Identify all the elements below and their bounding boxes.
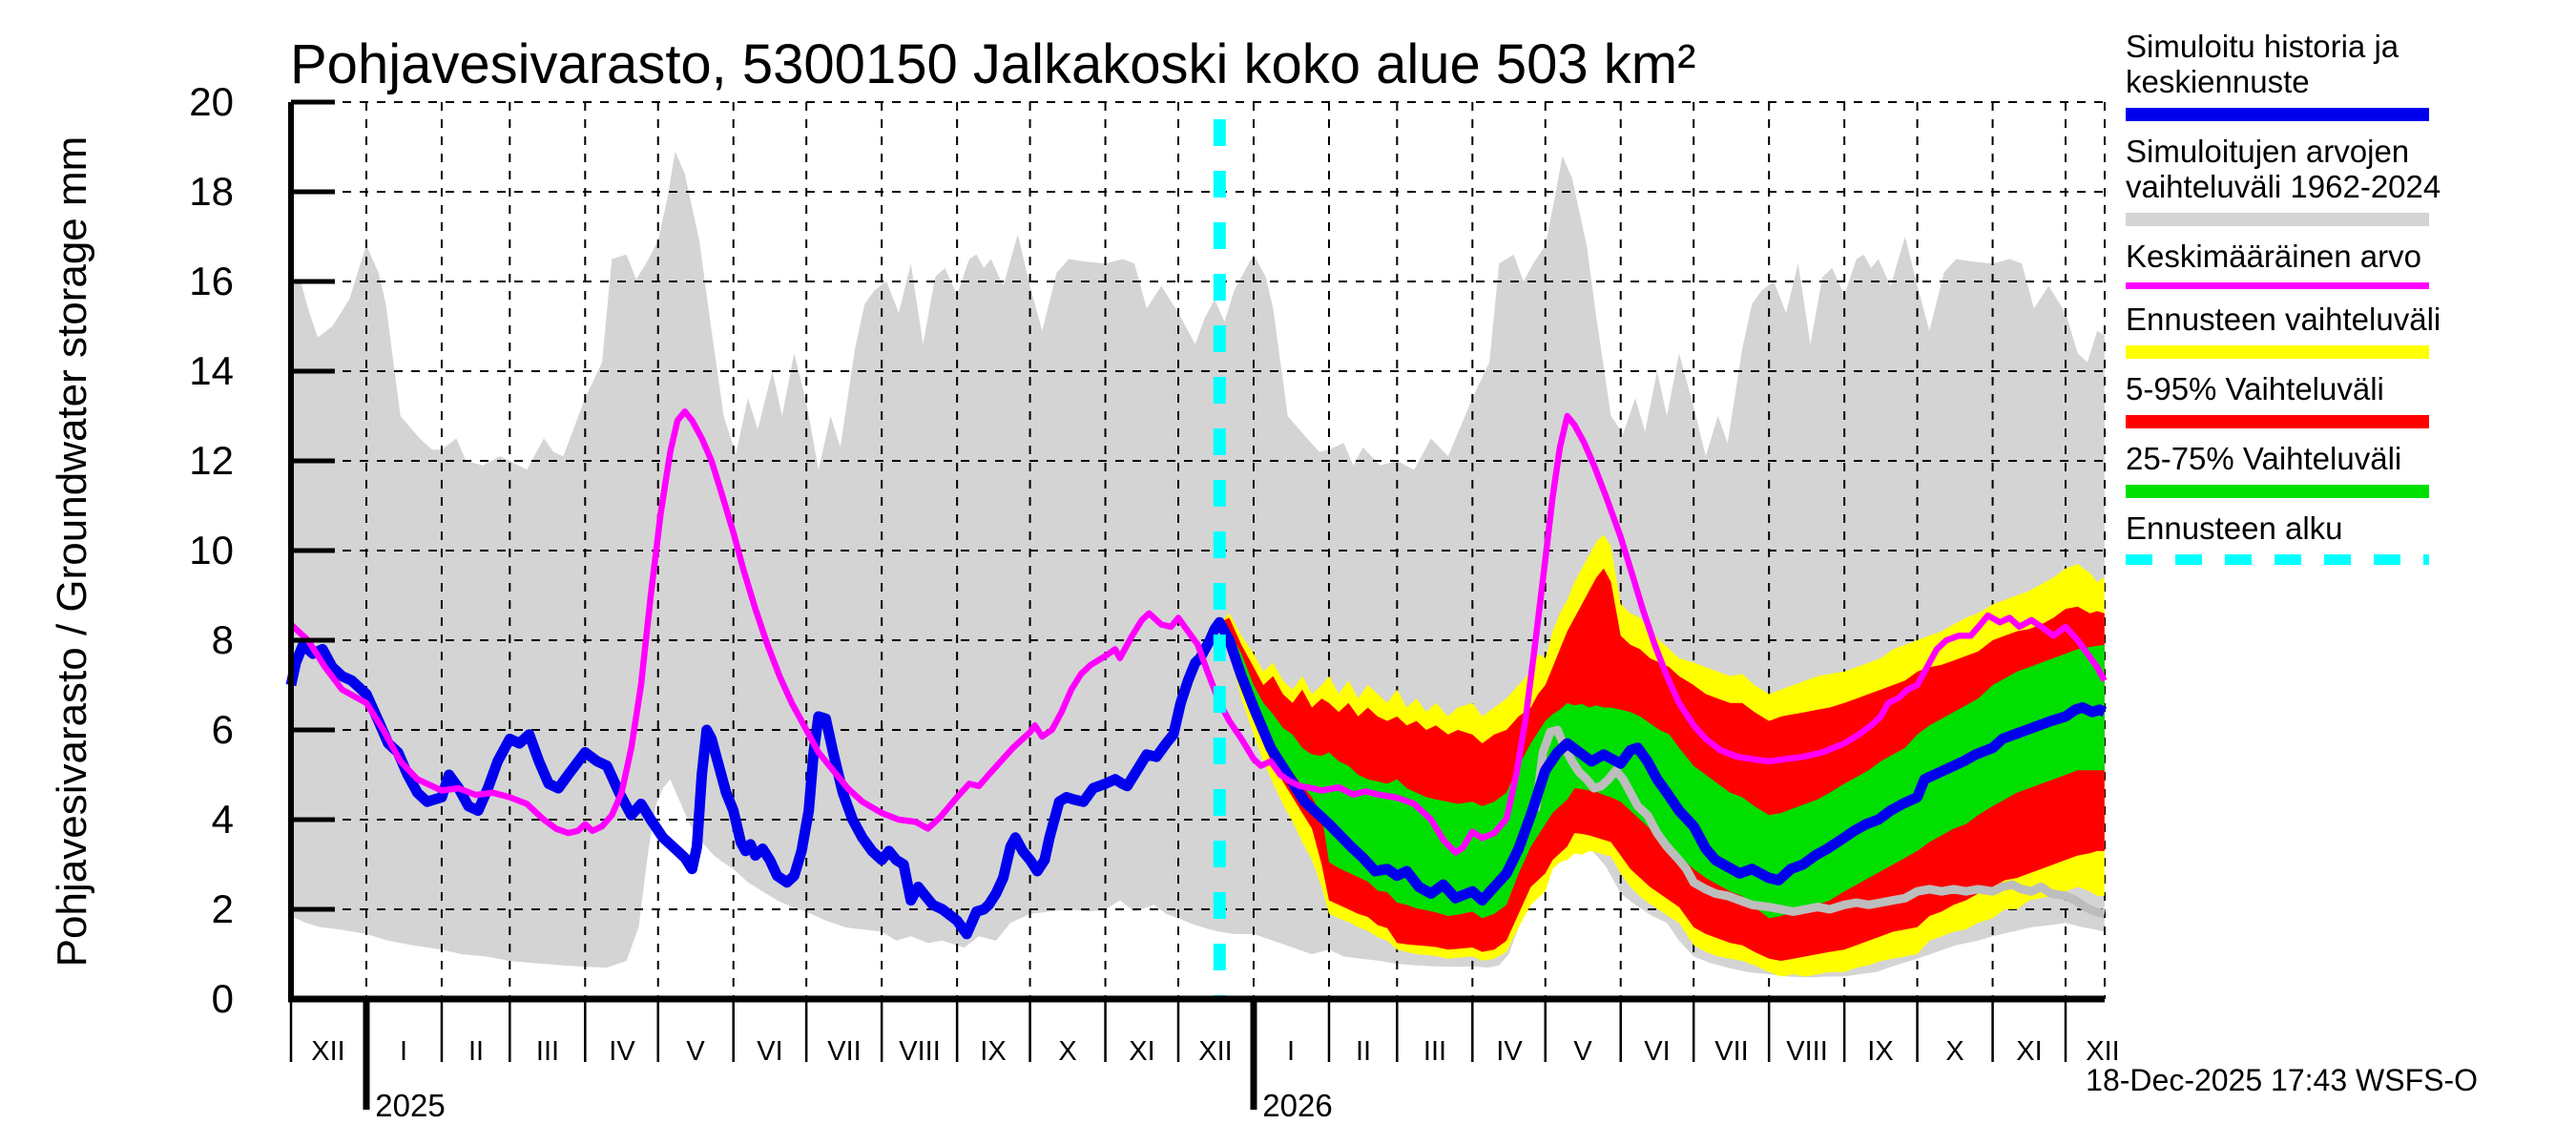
month-label: VI bbox=[757, 1036, 783, 1067]
legend-label: Simuloitujen arvojen bbox=[2126, 134, 2410, 169]
month-label: I bbox=[399, 1036, 408, 1067]
legend-label: vaihteluväli 1962-2024 bbox=[2126, 169, 2441, 204]
month-label: VIII bbox=[899, 1036, 941, 1067]
legend-item-envelope: Simuloitujen arvojen vaihteluväli 1962-2… bbox=[2126, 134, 2536, 226]
legend-item-forecast-start: Ennusteen alku bbox=[2126, 510, 2536, 565]
month-label: IV bbox=[609, 1036, 635, 1067]
month-label: V bbox=[1573, 1036, 1592, 1067]
month-label: IV bbox=[1496, 1036, 1523, 1067]
month-label: XI bbox=[1129, 1036, 1155, 1067]
legend-item-history: Simuloitu historia ja keskiennuste bbox=[2126, 29, 2536, 121]
month-label: V bbox=[686, 1036, 705, 1067]
month-label: VII bbox=[827, 1036, 862, 1067]
legend-item-forecast-range: Ennusteen vaihteluväli bbox=[2126, 302, 2536, 359]
month-label: IX bbox=[980, 1036, 1007, 1067]
month-label: II bbox=[467, 1036, 485, 1067]
legend-swatch-mean-line bbox=[2126, 282, 2429, 289]
timestamp: 18-Dec-2025 17:43 WSFS-O bbox=[2086, 1063, 2478, 1097]
legend-item-mean: Keskimääräinen arvo bbox=[2126, 239, 2536, 289]
month-label: X bbox=[1058, 1036, 1077, 1067]
history-and-central-forecast-line bbox=[285, 616, 2108, 940]
legend-swatch-forecast-range bbox=[2126, 345, 2429, 359]
y-tick-label: 0 bbox=[211, 976, 234, 1021]
year-label-2025: 2025 bbox=[375, 1088, 446, 1123]
legend-label: Keskimääräinen arvo bbox=[2126, 239, 2421, 274]
reference-gray-line bbox=[1531, 725, 2106, 919]
legend-label: 5-95% Vaihteluväli bbox=[2126, 371, 2384, 406]
month-label: X bbox=[1945, 1036, 1964, 1067]
band-range_25_75 bbox=[1219, 622, 2105, 919]
legend-label: Ennusteen vaihteluväli bbox=[2126, 302, 2441, 337]
month-label: VI bbox=[1644, 1036, 1671, 1067]
year-label-2026: 2026 bbox=[1262, 1088, 1333, 1123]
month-label: III bbox=[535, 1036, 560, 1067]
y-tick-label: 14 bbox=[189, 348, 234, 393]
legend-label: Simuloitu historia ja bbox=[2126, 29, 2399, 64]
y-tick-label: 10 bbox=[189, 528, 234, 572]
month-label: IX bbox=[1867, 1036, 1894, 1067]
month-label: VIII bbox=[1786, 1036, 1828, 1067]
y-tick-label: 4 bbox=[211, 797, 234, 842]
month-label: VII bbox=[1714, 1036, 1749, 1067]
y-tick-label: 12 bbox=[189, 438, 234, 483]
month-label: III bbox=[1423, 1036, 1447, 1067]
month-label: XII bbox=[1198, 1036, 1233, 1067]
month-label: II bbox=[1355, 1036, 1372, 1067]
legend-swatch-25-75 bbox=[2126, 485, 2429, 498]
y-tick-label: 2 bbox=[211, 886, 234, 931]
legend-swatch-history-line bbox=[2126, 108, 2429, 121]
month-label: XI bbox=[2016, 1036, 2043, 1067]
legend-item-25-75: 25-75% Vaihteluväli bbox=[2126, 441, 2536, 498]
legend-swatch-5-95 bbox=[2126, 415, 2429, 428]
y-tick-label: 18 bbox=[189, 169, 234, 214]
legend: Simuloitu historia ja keskiennuste Simul… bbox=[2126, 29, 2536, 577]
y-tick-label: 20 bbox=[189, 79, 234, 124]
y-tick-label: 16 bbox=[189, 259, 234, 303]
legend-item-5-95: 5-95% Vaihteluväli bbox=[2126, 371, 2536, 428]
legend-label: keskiennuste bbox=[2126, 64, 2310, 99]
legend-label: 25-75% Vaihteluväli bbox=[2126, 441, 2402, 476]
y-tick-label: 6 bbox=[211, 707, 234, 752]
legend-swatch-envelope bbox=[2126, 213, 2429, 226]
legend-swatch-forecast-start bbox=[2126, 554, 2429, 565]
y-tick-label: 8 bbox=[211, 617, 234, 662]
month-label: XII bbox=[311, 1036, 345, 1067]
month-label: I bbox=[1286, 1036, 1296, 1067]
month-label: XII bbox=[2086, 1036, 2120, 1067]
legend-label: Ennusteen alku bbox=[2126, 510, 2343, 546]
chart-title: Pohjavesivarasto, 5300150 Jalkakoski kok… bbox=[290, 33, 1696, 95]
